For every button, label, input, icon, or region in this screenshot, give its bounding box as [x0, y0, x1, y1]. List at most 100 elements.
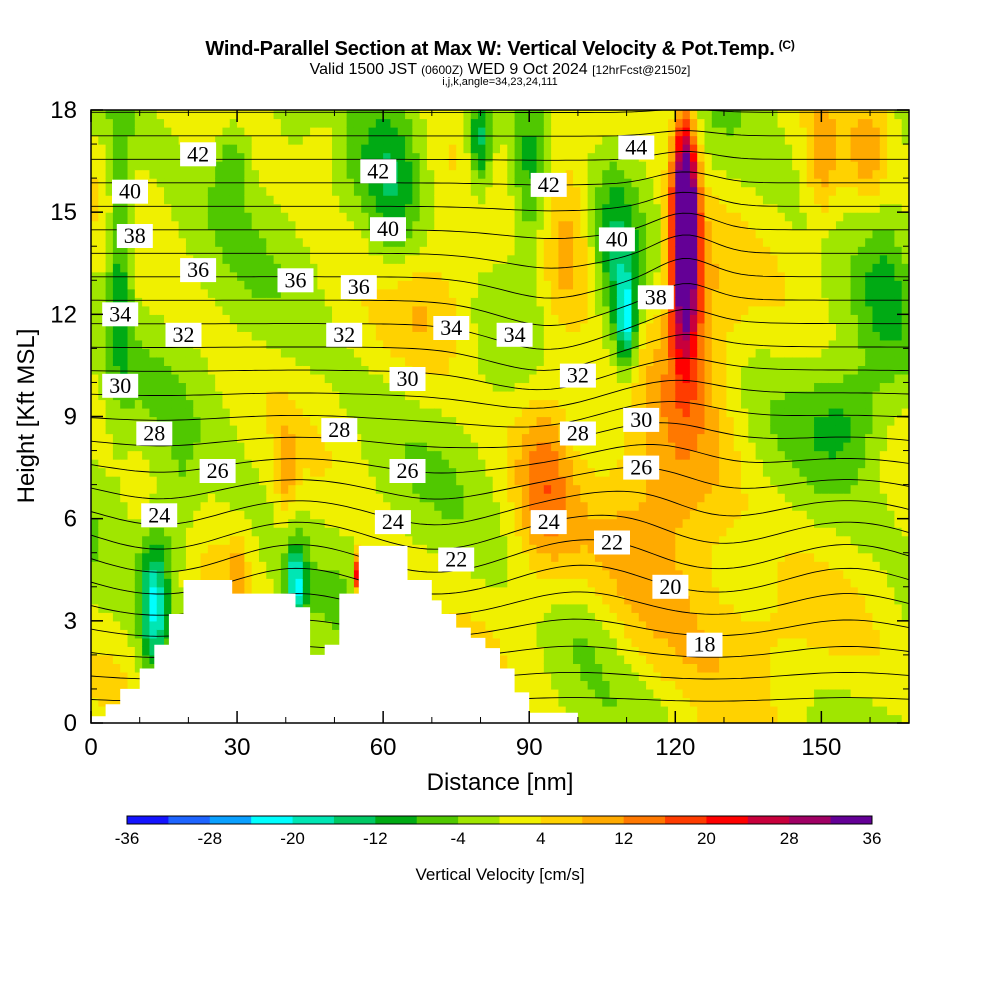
- wvel-cell: [353, 127, 362, 137]
- wvel-cell: [543, 586, 552, 596]
- wvel-cell: [500, 407, 508, 418]
- wvel-cell: [164, 578, 172, 588]
- wvel-cell: [244, 237, 253, 247]
- wvel-cell: [339, 467, 348, 477]
- wvel-cell: [134, 561, 143, 571]
- wvel-cell: [332, 212, 340, 222]
- wvel-cell: [434, 118, 443, 128]
- wvel-cell: [441, 476, 450, 486]
- wvel-cell: [587, 629, 596, 639]
- wvel-cell: [587, 535, 596, 545]
- wvel-cell: [470, 569, 479, 579]
- wvel-cell: [478, 493, 486, 503]
- wvel-cell: [529, 595, 538, 605]
- wvel-cell: [507, 569, 516, 579]
- wvel-cell: [434, 535, 443, 545]
- wvel-cell: [587, 254, 596, 264]
- wvel-cell: [375, 382, 384, 392]
- wvel-cell: [164, 110, 172, 120]
- wvel-cell: [310, 459, 319, 469]
- wvel-cell: [222, 518, 231, 528]
- wvel-cell: [156, 246, 165, 256]
- wvel-cell: [149, 595, 158, 605]
- wvel-cell: [353, 305, 362, 315]
- wvel-cell: [353, 484, 362, 494]
- wvel-cell: [478, 356, 486, 367]
- wvel-cell: [514, 348, 523, 358]
- wvel-cell: [120, 169, 129, 179]
- wvel-cell: [112, 671, 121, 682]
- wvel-cell: [112, 135, 121, 145]
- wvel-cell: [215, 195, 224, 205]
- wvel-cell: [171, 195, 180, 205]
- wvel-cell: [302, 433, 311, 443]
- wvel-cell: [412, 442, 421, 452]
- wvel-cell: [405, 186, 413, 196]
- wvel-cell: [142, 169, 151, 179]
- wvel-cell: [258, 484, 267, 494]
- wvel-cell: [441, 237, 450, 247]
- wvel-cell: [237, 484, 245, 494]
- wvel-cell: [375, 152, 384, 162]
- wvel-cell: [339, 314, 348, 324]
- wvel-cell: [295, 527, 304, 537]
- wvel-cell: [134, 254, 143, 264]
- wvel-cell: [529, 195, 538, 205]
- wvel-cell: [397, 425, 406, 435]
- wvel-cell: [361, 450, 370, 460]
- wvel-cell: [580, 612, 589, 622]
- wvel-cell: [105, 612, 114, 622]
- wvel-cell: [448, 569, 457, 579]
- wvel-cell: [390, 280, 399, 290]
- wvel-cell: [470, 322, 479, 332]
- wvel-cell: [302, 586, 311, 596]
- wvel-cell: [529, 407, 538, 418]
- wvel-cell: [478, 569, 486, 579]
- wvel-cell: [514, 169, 523, 179]
- wvel-cell: [463, 144, 472, 154]
- wvel-cell: [580, 688, 589, 699]
- wvel-cell: [375, 450, 384, 460]
- wvel-cell: [456, 612, 465, 622]
- wvel-cell: [273, 203, 282, 213]
- wvel-cell: [105, 425, 114, 435]
- wvel-cell: [98, 705, 107, 716]
- wvel-cell: [310, 442, 319, 452]
- wvel-cell: [142, 356, 151, 367]
- wvel-cell: [507, 305, 516, 315]
- wvel-cell: [98, 544, 107, 554]
- wvel-cell: [251, 501, 260, 511]
- wvel-cell: [521, 450, 530, 460]
- wvel-cell: [332, 135, 340, 145]
- wvel-cell: [112, 663, 121, 673]
- wvel-cell: [368, 331, 377, 341]
- wvel-cell: [266, 331, 275, 341]
- wvel-cell: [390, 407, 399, 418]
- wvel-cell: [324, 220, 333, 230]
- wvel-cell: [434, 169, 443, 179]
- wvel-cell: [500, 348, 508, 358]
- wvel-cell: [193, 433, 202, 443]
- wvel-cell: [222, 544, 231, 554]
- wvel-cell: [573, 569, 581, 579]
- wvel-cell: [317, 501, 326, 511]
- wvel-cell: [258, 212, 267, 222]
- wvel-cell: [200, 544, 209, 554]
- wvel-cell: [310, 467, 319, 477]
- wvel-cell: [492, 110, 501, 120]
- wvel-cell: [288, 288, 297, 298]
- wvel-cell: [127, 203, 136, 213]
- wvel-cell: [441, 442, 450, 452]
- wvel-cell: [302, 442, 311, 452]
- wvel-cell: [156, 416, 165, 426]
- wvel-cell: [580, 263, 589, 273]
- wvel-cell: [361, 535, 370, 545]
- wvel-cell: [178, 356, 187, 367]
- wvel-cell: [200, 314, 209, 324]
- wvel-cell: [558, 127, 567, 137]
- wvel-cell: [142, 476, 151, 486]
- wvel-cell: [478, 178, 486, 188]
- wvel-cell: [419, 127, 428, 137]
- wvel-cell: [339, 118, 348, 128]
- wvel-cell: [456, 229, 465, 239]
